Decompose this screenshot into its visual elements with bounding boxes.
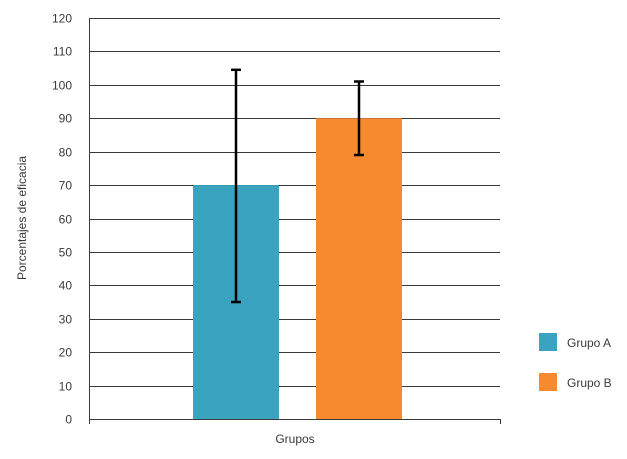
y-tick-label-90: 90	[59, 112, 73, 126]
y-tick-label-80: 80	[59, 146, 73, 160]
y-tick-label-110: 110	[53, 45, 72, 59]
x-axis-label: Grupos	[275, 432, 314, 446]
y-tick-label-40: 40	[59, 279, 73, 293]
y-tick-label-60: 60	[59, 213, 73, 227]
y-tick-label-30: 30	[59, 313, 73, 327]
y-tick-label-20: 20	[59, 346, 73, 360]
legend-swatch-grupo-a	[539, 333, 557, 351]
legend-label-grupo-a: Grupo A	[567, 336, 611, 350]
y-tick-label-0: 0	[65, 413, 72, 427]
legend-swatch-grupo-b	[539, 373, 557, 391]
y-tick-label-10: 10	[59, 380, 73, 394]
legend-label-grupo-b: Grupo B	[567, 376, 612, 390]
y-axis-label: Porcentajes de eficacia	[15, 156, 29, 280]
y-tick-label-100: 100	[52, 79, 72, 93]
y-tick-labels: 0 10 20 30 40 50 60 70 80 90 100 110 120	[52, 12, 72, 427]
error-bars	[231, 68, 364, 304]
bars	[193, 118, 402, 419]
legend: Grupo A Grupo B	[539, 333, 612, 391]
y-tick-label-120: 120	[52, 12, 72, 26]
bar-grupo-b	[316, 118, 402, 419]
axes	[89, 18, 501, 424]
gridlines	[89, 18, 500, 387]
y-tick-label-50: 50	[59, 246, 73, 260]
y-tick-label-70: 70	[59, 179, 73, 193]
